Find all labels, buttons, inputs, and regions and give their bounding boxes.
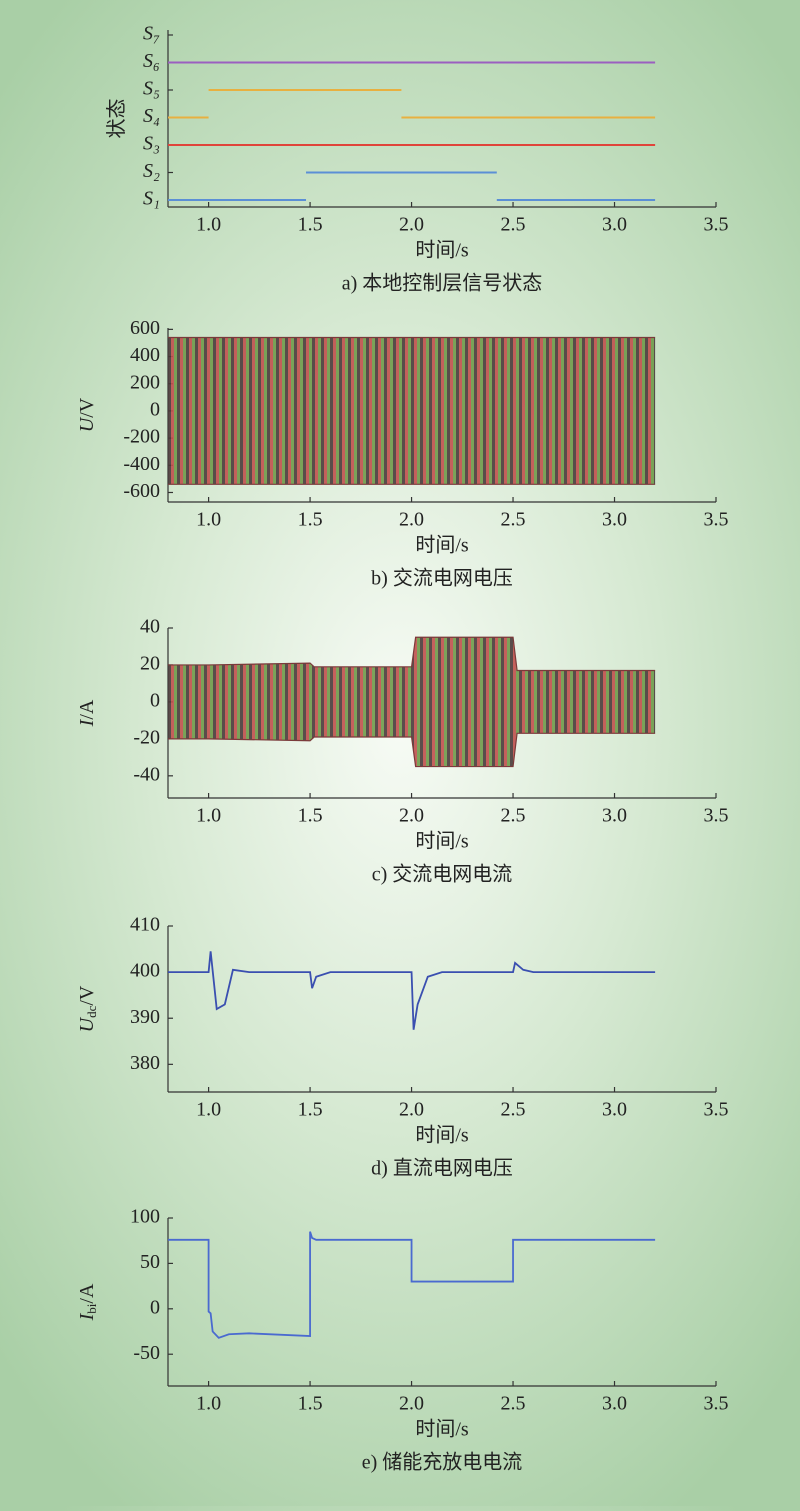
x-axis-label: 时间/s [415,239,469,262]
y-axis-label-part: /A [76,699,98,720]
y-tick-label: S₆ [143,50,160,72]
x-tick-label: 3.0 [602,1099,627,1121]
x-tick-label: 1.5 [298,805,323,827]
y-tick-label: S₃ [143,133,160,155]
x-tick-label: 1.5 [298,1393,323,1415]
y-tick-label: S₇ [143,23,160,45]
y-tick-label: S₅ [143,78,160,100]
y-tick-label: 410 [130,914,160,936]
y-axis-label-part: /V [76,985,98,1006]
y-axis-label-part: dc [84,1005,99,1018]
x-tick-label: 3.0 [602,1393,627,1415]
y-axis-label: U/V [76,397,98,432]
y-tick-label: -200 [123,426,160,448]
y-tick-label: -20 [133,726,160,748]
x-axis-label: 时间/s [415,534,469,557]
x-tick-label: 3.5 [704,805,729,827]
x-tick-label: 2.5 [501,214,526,236]
caption: c) 交流电网电流 [372,863,513,886]
y-axis-label-part: /V [76,397,98,418]
y-tick-label: S₄ [143,105,160,127]
caption: e) 储能充放电电流 [362,1451,523,1474]
y-axis-label: 状态 [105,99,128,139]
x-axis-label: 时间/s [415,830,469,853]
x-tick-label: 3.0 [602,509,627,531]
y-axis-label-part: U [76,1016,98,1032]
y-tick-label: 50 [140,1251,160,1273]
x-tick-label: 2.0 [399,1099,424,1121]
x-tick-label: 2.5 [501,805,526,827]
x-tick-label: 2.5 [501,509,526,531]
band-fill [168,337,656,485]
caption: a) 本地控制层信号状态 [342,272,543,295]
y-tick-label: 390 [130,1006,160,1028]
x-tick-label: 2.0 [399,1393,424,1415]
caption: d) 直流电网电压 [371,1157,513,1180]
x-tick-label: 2.5 [501,1393,526,1415]
x-tick-label: 1.5 [298,214,323,236]
caption: b) 交流电网电压 [371,567,513,590]
y-tick-label: 600 [130,317,160,339]
y-axis-label-part: U [76,416,98,432]
y-axis-label: I/A [76,699,98,727]
band-fill [168,637,656,767]
line [168,1231,656,1339]
line [168,951,656,1030]
x-tick-label: 3.5 [704,509,729,531]
y-tick-label: 100 [130,1206,160,1228]
y-tick-label: 400 [130,960,160,982]
envelope-line [168,636,656,672]
y-tick-label: S₂ [143,160,160,182]
x-tick-label: 3.5 [704,214,729,236]
y-axis-label-part: I [76,1312,98,1321]
x-axis-label: 时间/s [415,1418,469,1441]
x-tick-label: 1.0 [196,509,221,531]
y-tick-label: 0 [150,690,160,712]
y-tick-label: 200 [130,371,160,393]
x-tick-label: 1.5 [298,1099,323,1121]
y-tick-label: 40 [140,616,160,638]
y-tick-label: -400 [123,453,160,475]
y-axis-label-part: bi [84,1303,99,1314]
x-tick-label: 1.0 [196,214,221,236]
y-axis-label-part: /A [76,1283,98,1304]
y-axis-label: Udc/V [76,985,99,1032]
x-tick-label: 1.5 [298,509,323,531]
y-tick-label: 0 [150,399,160,421]
y-tick-label: -50 [133,1342,160,1364]
x-tick-label: 1.0 [196,1099,221,1121]
y-axis-label: Ibi/A [76,1283,99,1321]
y-tick-label: 400 [130,344,160,366]
envelope-line [168,732,656,768]
x-tick-label: 3.0 [602,805,627,827]
x-tick-label: 1.0 [196,1393,221,1415]
y-tick-label: -600 [123,480,160,502]
x-tick-label: 2.0 [399,805,424,827]
y-tick-label: 20 [140,653,160,675]
x-tick-label: 3.5 [704,1099,729,1121]
y-tick-label: S₁ [143,188,160,210]
x-tick-label: 2.0 [399,214,424,236]
x-axis-label: 时间/s [415,1124,469,1147]
y-tick-label: -40 [133,763,160,785]
x-tick-label: 2.0 [399,509,424,531]
y-tick-label: 380 [130,1052,160,1074]
x-tick-label: 3.5 [704,1393,729,1415]
x-tick-label: 1.0 [196,805,221,827]
y-tick-label: 0 [150,1296,160,1318]
x-tick-label: 3.0 [602,214,627,236]
y-axis-label-part: 状态 [105,99,128,139]
y-axis-label-part: I [76,718,98,727]
x-tick-label: 2.5 [501,1099,526,1121]
